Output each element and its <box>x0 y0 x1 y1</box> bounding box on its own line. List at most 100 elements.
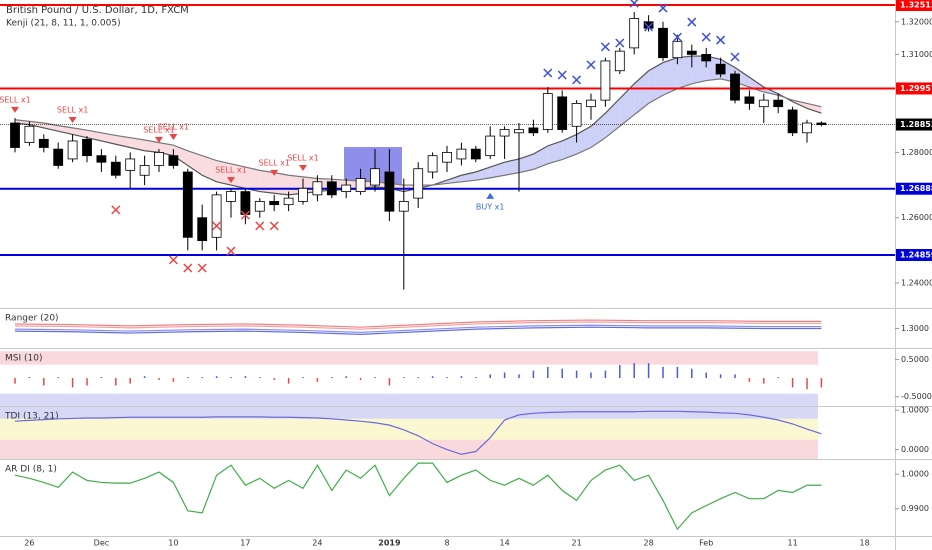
signal-arrow <box>270 169 279 176</box>
zone <box>0 407 818 419</box>
candle-body <box>398 200 409 212</box>
x-tick-label: 10 <box>168 539 178 548</box>
y-tick-label: 0.0000 <box>901 445 929 454</box>
candle-body <box>571 103 582 127</box>
indicator-title: AR DI (8, 1) <box>5 465 57 475</box>
candle-body <box>139 165 150 176</box>
x-marker <box>586 60 596 70</box>
x-marker <box>615 38 625 48</box>
band-fill <box>475 167 491 181</box>
x-tick-label: 2019 <box>378 539 401 548</box>
band-fill <box>231 163 246 189</box>
signal-label: SELL x1 <box>143 125 174 134</box>
candle-body <box>326 181 337 196</box>
x-tick-label: 8 <box>444 539 449 548</box>
x-tick-label: 18 <box>860 539 870 548</box>
x-marker <box>644 22 654 32</box>
candle-body <box>355 178 366 192</box>
candle-body <box>542 93 553 130</box>
candle-body <box>269 200 280 206</box>
candle-body <box>10 122 20 148</box>
signal-arrow <box>299 165 307 172</box>
x-tick-label: 14 <box>500 539 510 548</box>
candle-body <box>110 161 121 176</box>
band-fill <box>447 175 462 184</box>
signal-arrow <box>11 106 19 113</box>
x-marker <box>629 0 639 8</box>
candle-body <box>254 200 265 212</box>
signal-label: SELL x1 <box>0 95 31 104</box>
candle-body <box>586 99 596 108</box>
y-tick-label: 1.32000 <box>901 17 932 26</box>
indicator-line <box>14 462 822 531</box>
candle-body <box>197 217 208 241</box>
candle-body <box>643 21 654 29</box>
candle-body <box>686 50 697 55</box>
y-tick-label: 1.24000 <box>901 279 932 288</box>
band-fill <box>562 134 577 160</box>
x-marker <box>701 32 711 42</box>
level-label-bg <box>896 82 932 95</box>
indicator-name: Kenji (21, 8, 11, 1, 0.005) <box>6 19 121 29</box>
level-label: 1.24859 <box>900 250 932 259</box>
x-marker <box>226 246 236 256</box>
x-marker <box>658 3 668 13</box>
band-fill <box>648 62 663 104</box>
band-fill <box>216 160 231 186</box>
signal-label: BUY x1 <box>476 202 505 211</box>
band-fill <box>547 140 563 164</box>
signal-label: SELL x1 <box>287 154 318 163</box>
candle-body <box>168 155 179 166</box>
candle-body <box>53 148 64 166</box>
x-marker <box>672 32 682 42</box>
candle-body <box>67 140 78 160</box>
band-fill <box>605 98 620 138</box>
band-fill <box>519 154 534 173</box>
candle-body <box>658 27 668 59</box>
candle-body <box>629 18 640 49</box>
candle-body <box>24 125 35 144</box>
candle-body <box>226 191 236 202</box>
signal-arrow <box>155 136 163 143</box>
indicator-line <box>14 319 822 328</box>
band-fill <box>533 145 548 170</box>
candle-body <box>341 184 352 192</box>
band-fill <box>274 172 289 195</box>
candle-body <box>499 129 510 137</box>
zone <box>0 439 818 459</box>
candle-body <box>514 129 524 134</box>
candle-body <box>528 127 539 134</box>
candle-body <box>370 168 380 186</box>
x-tick-label: 28 <box>644 539 654 548</box>
x-tick-label: 17 <box>240 539 250 548</box>
x-marker <box>212 221 222 231</box>
x-marker <box>269 221 279 231</box>
candle-body <box>154 151 164 166</box>
band-fill <box>591 113 606 148</box>
band-fill <box>706 56 721 81</box>
signal-label: SELL x1 <box>57 106 88 115</box>
band-fill <box>202 155 217 182</box>
candle-body <box>701 54 712 62</box>
level-label: 1.29957 <box>900 84 932 93</box>
level-label: 1.32513 <box>900 0 932 9</box>
x-marker <box>183 263 193 273</box>
x-marker <box>197 263 207 273</box>
y-tick-label: 0.9900 <box>901 504 929 513</box>
level-label-bg <box>896 118 932 131</box>
candle-body <box>384 171 395 212</box>
band-fill <box>173 145 188 166</box>
candle-body <box>715 63 726 75</box>
x-marker <box>572 75 582 85</box>
candle-body <box>312 181 323 196</box>
level-label-bg <box>896 182 932 195</box>
band-fill <box>634 70 649 115</box>
level-label: 1.26888 <box>900 184 932 193</box>
candle-body <box>730 73 740 101</box>
indicator-line <box>14 326 822 335</box>
x-tick-label: 24 <box>312 539 322 548</box>
candle-body <box>744 96 755 104</box>
candle-body <box>283 197 294 206</box>
